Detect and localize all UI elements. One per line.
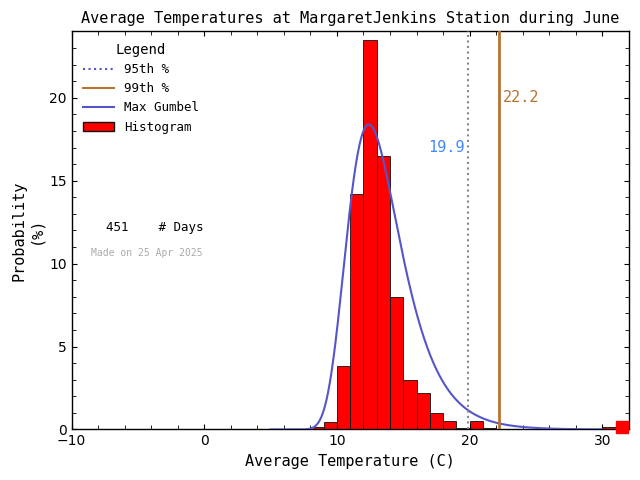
- Bar: [390, 297, 403, 430]
- Bar: [350, 194, 364, 430]
- Title: Average Temperatures at MargaretJenkins Station during June: Average Temperatures at MargaretJenkins …: [81, 11, 620, 26]
- X-axis label: Average Temperature (C): Average Temperature (C): [245, 454, 455, 469]
- Bar: [324, 422, 337, 430]
- Bar: [377, 156, 390, 430]
- Bar: [456, 428, 470, 430]
- Legend: 95th %, 99th %, Max Gumbel, Histogram: 95th %, 99th %, Max Gumbel, Histogram: [78, 38, 204, 139]
- Bar: [417, 393, 430, 430]
- Text: Made on 25 Apr 2025: Made on 25 Apr 2025: [91, 248, 203, 258]
- Bar: [337, 366, 350, 430]
- Bar: [602, 427, 616, 430]
- Text: 451    # Days: 451 # Days: [91, 220, 204, 233]
- Bar: [483, 428, 496, 430]
- Text: 22.2: 22.2: [503, 90, 540, 105]
- Text: 19.9: 19.9: [428, 140, 465, 155]
- Bar: [430, 413, 443, 430]
- Bar: [470, 421, 483, 430]
- Y-axis label: Probability
(%): Probability (%): [11, 180, 44, 281]
- Bar: [443, 421, 456, 430]
- Bar: [310, 427, 324, 430]
- Bar: [364, 40, 377, 430]
- Bar: [403, 380, 417, 430]
